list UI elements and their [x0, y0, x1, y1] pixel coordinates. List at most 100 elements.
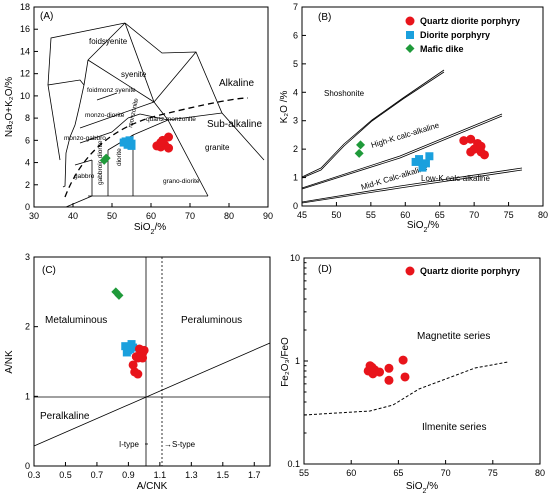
panel-d-label: (D) [318, 264, 332, 275]
panel-c-points [111, 287, 149, 379]
y-tick-label: 1 [25, 391, 30, 401]
x-tick-label: 90 [263, 211, 273, 221]
point-diorite [121, 342, 130, 351]
panel-a-points [99, 132, 174, 165]
point-quartz-diorite [398, 355, 408, 365]
tas-label-granodiorite: grano-diorite [163, 178, 200, 185]
x-tick-label: 60 [346, 468, 356, 478]
point-diorite [421, 159, 430, 168]
x-tick-label: 70 [441, 468, 451, 478]
panel-a-label: (A) [40, 11, 53, 22]
x-tick-label: 80 [538, 210, 548, 220]
point-diorite [418, 163, 427, 172]
point-diorite [129, 343, 138, 352]
tas-label-gabbroic-diorite: gabbroic diorite [97, 140, 104, 185]
panel-d-ylabel: Fe₂O₃/FeO [280, 337, 291, 387]
x-tick-label: 55 [366, 210, 376, 220]
x-tick-label: 45 [297, 210, 307, 220]
panel-d-ticks: 55 60 65 70 75 80 0.1 1 10 [287, 253, 545, 478]
x-tick-label: 55 [299, 468, 309, 478]
point-mafic-dike [354, 148, 364, 158]
panel-b-frame [301, 6, 544, 207]
point-diorite [124, 346, 133, 355]
point-diorite [415, 155, 424, 164]
y-tick-label: 16 [20, 24, 30, 34]
panel-c-label: (C) [42, 265, 56, 276]
point-quartz-diorite [133, 369, 143, 379]
tas-label-foidmonz-syenite: foidmonz syenite [87, 87, 136, 94]
panel-c-ylabel: A/NK [4, 350, 15, 374]
y-tick-label: 2 [293, 144, 298, 154]
x-tick-label: 60 [400, 210, 410, 220]
fe-label-ilmenite: Ilmenite series [422, 422, 486, 433]
x-tick-label: 40 [68, 211, 78, 221]
point-diorite [121, 137, 130, 146]
y-tick-label: 1 [295, 356, 300, 366]
fe-label-magnetite: Magnetite series [417, 331, 490, 342]
tas-label-gabbro: gabbro [74, 173, 95, 180]
tas-label-monzodiorite: monzo-diorite [85, 112, 125, 119]
panel-c-ticks: 0.3 0.5 0.7 0.9 1.1 1.3 1.5 1.7 0 1 2 3 [25, 252, 261, 480]
y-tick-label: 0 [25, 461, 30, 471]
shand-label-s-type: →S-type [164, 440, 196, 449]
legend-quartz-label: Quartz diorite porphyry [420, 16, 520, 26]
panel-b-xlabel: SiO2/% [407, 220, 439, 234]
panel-d-xlabel: SiO2/% [406, 481, 438, 495]
point-quartz-diorite [479, 150, 489, 160]
legend-quartz-label-d: Quartz diorite porphyry [420, 266, 520, 276]
x-tick-label: 80 [224, 211, 234, 221]
point-quartz-diorite [164, 132, 174, 142]
x-tick-label: 80 [535, 468, 545, 478]
legend-mafic-marker [405, 44, 415, 53]
y-tick-label: 0 [293, 201, 298, 211]
x-tick-label: 75 [504, 210, 514, 220]
point-diorite [127, 141, 136, 150]
y-tick-label: 6 [293, 30, 298, 40]
point-quartz-diorite [367, 362, 377, 372]
y-tick-label: 10 [20, 91, 30, 101]
shand-boundaries [33, 257, 271, 466]
point-quartz-diorite [476, 141, 486, 151]
y-tick-label: 10 [290, 253, 300, 263]
x-tick-label: 0.7 [91, 470, 104, 480]
x-tick-label: 1.5 [217, 470, 230, 480]
x-tick-label: 75 [488, 468, 498, 478]
panel-a: (A) 30 40 50 60 70 80 90 0 2 4 6 8 10 12 14 16 18 [4, 2, 273, 236]
tas-label-alkaline: Alkaline [219, 78, 254, 89]
point-quartz-diorite [466, 147, 476, 157]
y-tick-label: 2 [25, 322, 30, 332]
x-tick-label: 70 [469, 210, 479, 220]
x-tick-label: 0.9 [122, 470, 135, 480]
y-tick-label: 1 [293, 173, 298, 183]
point-quartz-diorite [400, 372, 410, 382]
y-tick-label: 4 [293, 87, 298, 97]
point-quartz-diorite [375, 367, 385, 377]
legend-quartz-marker-d [405, 266, 415, 276]
point-quartz-diorite [466, 134, 476, 144]
y-tick-label: 18 [20, 2, 30, 12]
panel-c-xlabel: A/CNK [137, 481, 168, 492]
panel-a-xlabel: SiO2/% [134, 222, 166, 236]
y-tick-label: 14 [20, 46, 30, 56]
panel-d-points [363, 355, 410, 385]
point-quartz-diorite [128, 360, 138, 370]
x-tick-label: 50 [107, 211, 117, 221]
tas-label-monzogabbro: monzo-gabbro [64, 135, 106, 142]
point-quartz-diorite [459, 136, 469, 146]
shand-label-metaluminous: Metaluminous [45, 315, 107, 326]
shand-label-peraluminous: Peraluminous [181, 315, 242, 326]
y-tick-label: 8 [25, 113, 30, 123]
k2o-label-low-k: Low-K calc-alkaline [421, 174, 490, 183]
x-tick-label: 70 [185, 211, 195, 221]
tas-label-subalkaline: Sub-alkaline [207, 119, 262, 130]
point-quartz-diorite [384, 363, 394, 373]
x-tick-label: 50 [331, 210, 341, 220]
magnetite-ilmenite-boundary [303, 361, 509, 416]
legend-quartz-marker [405, 16, 415, 26]
panel-c: (C) 0.3 0.5 0.7 0.9 1.1 1.3 1.5 1.7 0 1 2 3 Metalum… [4, 252, 271, 492]
tas-label-foidsyenite: foidsyenite [89, 37, 128, 46]
legend-diorite-label: Diorite porphyry [420, 30, 490, 40]
y-tick-label: 0 [25, 202, 30, 212]
